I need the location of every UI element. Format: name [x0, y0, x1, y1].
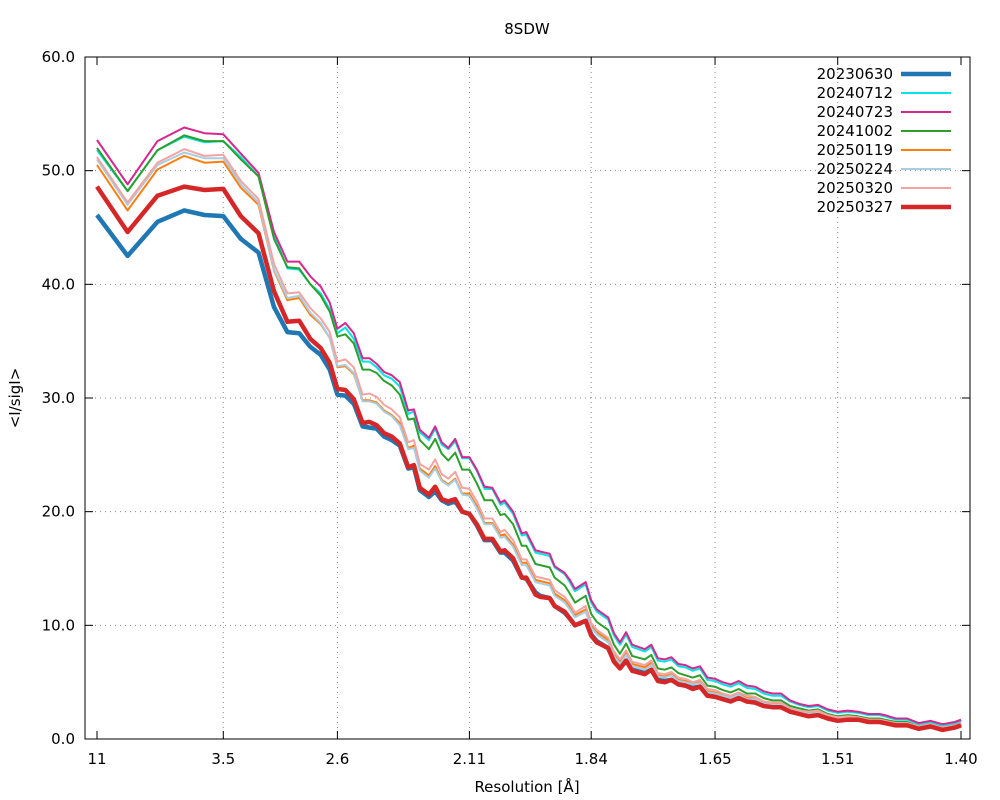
x-tick-label: 1.65	[698, 750, 731, 768]
legend-label: 20240712	[817, 84, 893, 102]
legend-label: 20230630	[817, 65, 893, 83]
axis-ticks: 0.0 10.0 20.0 30.0 40.0 50.0 60.0 11 3.5 2.6 2.11 1…	[42, 48, 978, 768]
legend: 2023063020240712202407232024100220250119…	[817, 65, 951, 216]
legend-label: 20240723	[817, 103, 893, 121]
series-line-20250327	[95, 184, 962, 733]
legend-label: 20250327	[817, 198, 893, 216]
x-tick-label: 1.51	[821, 750, 854, 768]
x-tick-label: 1.40	[944, 750, 977, 768]
x-tick-label: 3.5	[211, 750, 235, 768]
chart-title: 8SDW	[504, 20, 550, 38]
x-tick-label: 2.6	[325, 750, 349, 768]
x-tick-label: 1.84	[574, 750, 607, 768]
series-line-20240723	[96, 126, 962, 726]
legend-label: 20250320	[817, 179, 893, 197]
series-line-20250320	[96, 148, 962, 729]
legend-label: 20250119	[817, 141, 893, 159]
y-axis-title: <I/sigI>	[6, 368, 24, 429]
y-tick-label: 50.0	[42, 162, 75, 180]
x-tick-label: 2.11	[453, 750, 486, 768]
y-tick-label: 0.0	[51, 730, 75, 748]
series-line-20241002	[96, 134, 962, 729]
x-tick-label: 11	[87, 750, 106, 768]
grid-lines	[85, 57, 970, 739]
y-tick-label: 60.0	[42, 48, 75, 66]
series-line-20240712	[96, 135, 962, 727]
y-tick-label: 40.0	[42, 275, 75, 293]
x-axis-title: Resolution [Å]	[474, 777, 579, 796]
legend-label: 20241002	[817, 122, 893, 140]
legend-label: 20250224	[817, 160, 893, 178]
y-tick-label: 20.0	[42, 503, 75, 521]
data-series	[95, 126, 962, 733]
y-tick-label: 10.0	[42, 616, 75, 634]
y-tick-label: 30.0	[42, 389, 75, 407]
